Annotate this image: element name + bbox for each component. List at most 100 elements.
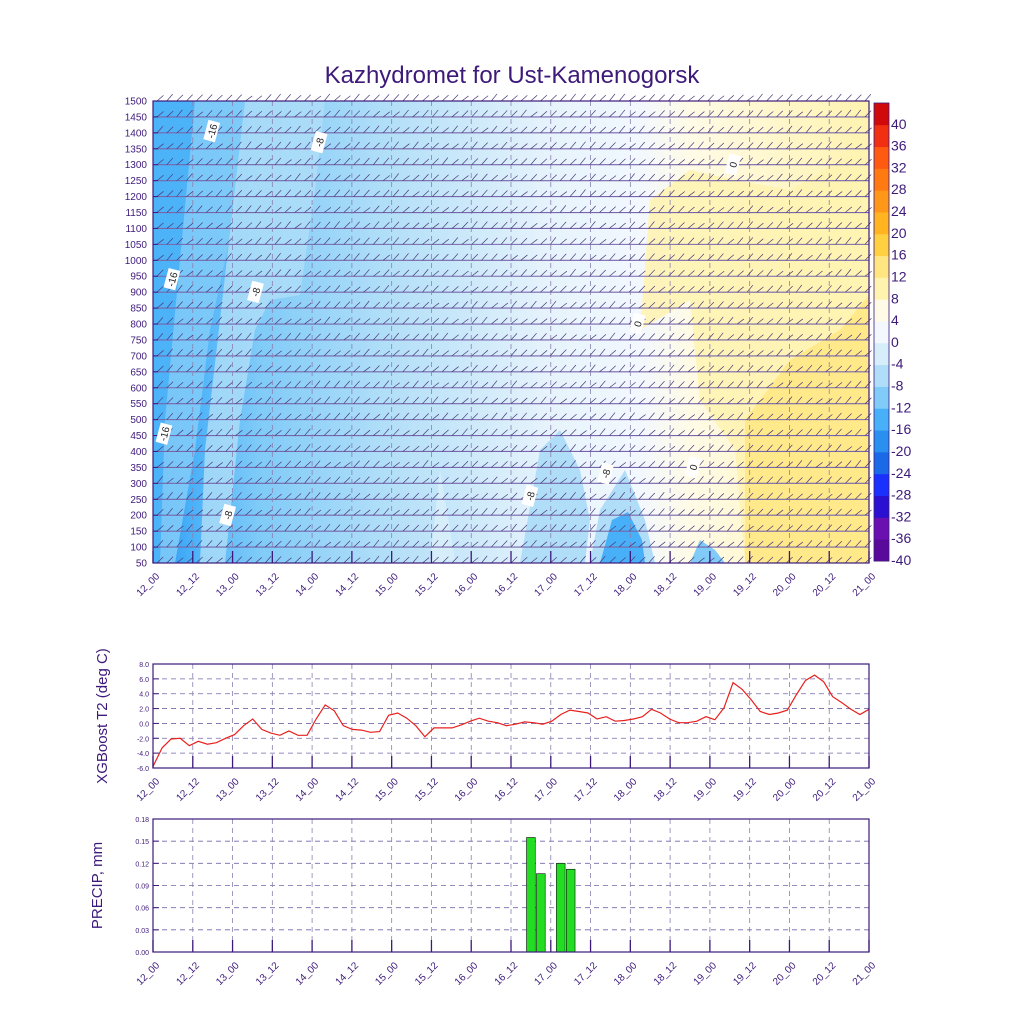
wind-barb <box>343 95 351 102</box>
wind-barb <box>363 207 371 213</box>
wind-barb <box>540 493 548 500</box>
wind-barb <box>343 270 351 277</box>
wind-barb <box>255 397 263 404</box>
wind-barb <box>373 94 380 102</box>
wind-barb <box>776 141 783 150</box>
wind-barb <box>382 493 390 500</box>
x-tick-label: 14_00 <box>294 571 322 599</box>
wind-barb <box>205 174 213 181</box>
wind-barb <box>225 190 233 197</box>
wind-barb <box>323 365 331 373</box>
wind-barb <box>550 236 557 245</box>
wind-barb <box>815 95 823 102</box>
wind-barb <box>500 269 508 277</box>
wind-barb <box>481 173 488 181</box>
wind-barb <box>569 238 577 245</box>
wind-barb <box>422 238 430 245</box>
wind-barb <box>274 556 282 564</box>
wind-barb <box>461 318 469 325</box>
wind-barb <box>314 173 321 181</box>
wind-barb <box>835 461 843 468</box>
wind-barb <box>245 190 253 197</box>
wind-barb <box>845 413 852 420</box>
wind-barb <box>835 302 843 309</box>
height-tick-label: 350 <box>130 463 147 474</box>
wind-barb <box>314 460 321 468</box>
wind-barb <box>215 238 223 245</box>
wind-barb <box>176 412 183 420</box>
wind-barb <box>540 142 548 150</box>
wind-barb <box>864 270 872 277</box>
wind-barb <box>491 125 498 134</box>
wind-barb <box>333 509 341 516</box>
wind-barb <box>264 143 273 150</box>
wind-barb <box>530 397 538 404</box>
wind-barb <box>835 93 842 102</box>
wind-barb <box>353 110 361 118</box>
wind-barb <box>697 285 705 293</box>
wind-barb <box>815 333 823 341</box>
wind-barb <box>677 414 686 420</box>
wind-barb <box>825 126 833 134</box>
wind-barb <box>333 428 341 436</box>
wind-barb <box>412 509 420 516</box>
wind-barb <box>609 142 616 150</box>
wind-barb <box>461 523 468 532</box>
wind-barb <box>658 396 665 404</box>
wind-barb <box>618 525 626 532</box>
wind-barb <box>864 190 872 197</box>
wind-barb <box>491 445 499 452</box>
wind-barb <box>805 525 813 532</box>
wind-barb <box>432 142 439 150</box>
height-tick-label: 550 <box>130 399 147 410</box>
wind-barb <box>461 412 469 420</box>
wind-barb <box>294 207 302 213</box>
wind-barb <box>471 127 479 134</box>
wind-barb <box>845 460 852 468</box>
wind-barb <box>795 493 803 500</box>
wind-barb <box>205 110 213 118</box>
wind-barb <box>333 556 341 564</box>
wind-barb <box>225 94 233 102</box>
wind-barb <box>235 238 243 245</box>
wind-barb <box>825 110 833 118</box>
wind-barb <box>707 541 715 548</box>
wind-barb <box>274 444 282 452</box>
wind-barb <box>402 556 410 564</box>
wind-barb <box>677 142 685 150</box>
wind-barb <box>658 364 665 373</box>
wind-barb <box>422 173 429 181</box>
wind-barb <box>559 478 568 484</box>
wind-barb <box>255 190 262 197</box>
wind-barb <box>284 333 292 341</box>
wind-barb <box>579 445 587 452</box>
wind-barb <box>451 334 459 341</box>
wind-barb <box>491 428 498 436</box>
wind-barb <box>441 492 449 500</box>
wind-barb <box>530 381 538 389</box>
wind-barb <box>668 508 675 516</box>
wind-barb <box>609 110 617 118</box>
wind-barb <box>609 509 616 516</box>
wind-barb <box>530 157 537 165</box>
wind-barb <box>176 381 184 389</box>
wind-barb <box>687 349 695 357</box>
wind-barb <box>697 366 705 373</box>
wind-barb <box>510 127 518 134</box>
wind-barb <box>776 444 783 452</box>
wind-barb <box>333 350 341 357</box>
wind-barb <box>500 477 509 484</box>
wind-barb <box>638 95 646 102</box>
wind-barb <box>864 413 872 420</box>
wind-barb <box>746 429 754 436</box>
wind-barb <box>550 524 557 532</box>
wind-barb <box>776 253 783 261</box>
wind-barb <box>756 380 763 388</box>
wind-barb <box>382 364 390 373</box>
wind-barb <box>392 189 400 197</box>
wind-barb <box>569 222 577 229</box>
wind-barb <box>579 238 587 245</box>
wind-barb <box>412 253 419 261</box>
wind-barb <box>609 397 616 404</box>
wind-barb <box>235 366 243 373</box>
